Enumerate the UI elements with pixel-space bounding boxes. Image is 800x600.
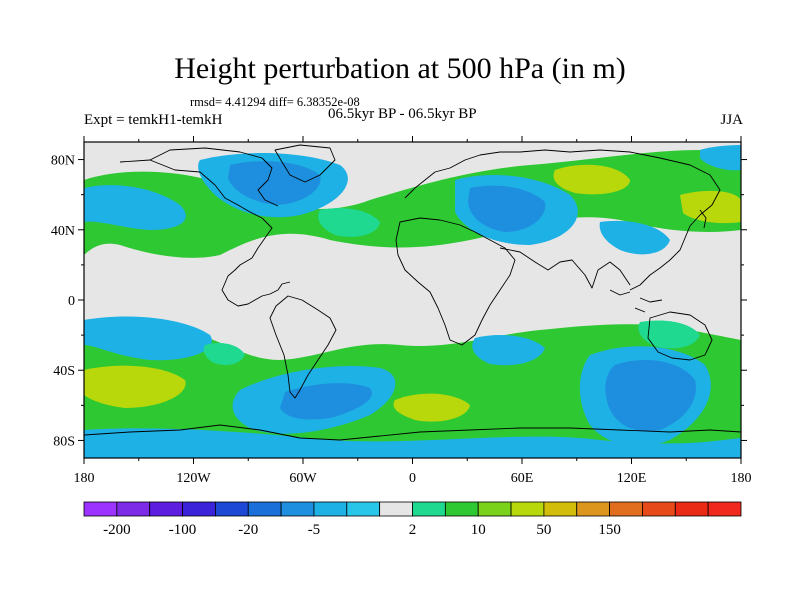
map-area [84, 142, 741, 458]
contour-lightblue-antarctic [84, 428, 741, 458]
lat-tick-label: 80N [51, 154, 75, 169]
stats-line: rmsd= 4.41294 diff= 6.38352e-08 [190, 95, 360, 109]
coastline-africa [395, 217, 516, 346]
period-label: 06.5kyr BP - 06.5kyr BP [328, 106, 477, 122]
colorbar: -200 -100 -20 -5 2 10 50 150 [83, 501, 742, 538]
contour-yellow-asia [553, 164, 630, 195]
contour-yellow-sh-indian [393, 393, 470, 422]
colorbar-swatch [379, 501, 413, 517]
lon-tick-label: 120E [617, 471, 647, 486]
colorbar-swatch [444, 501, 479, 517]
colorbar-label: 50 [536, 522, 551, 538]
colorbar-swatch [346, 501, 381, 517]
colorbar-label: -200 [103, 522, 131, 538]
coastline-north-america-north [149, 147, 279, 207]
colorbar-swatch [412, 501, 446, 517]
coastline-arabia-india [499, 247, 631, 289]
contour-midblue-sh-indian [605, 360, 696, 432]
lon-tick-label: 60E [511, 471, 534, 486]
coastline-japan [699, 209, 707, 229]
contour-lightblue-sh-africa [472, 335, 545, 366]
contour-midblue-eu [468, 185, 546, 232]
colorbar-swatch [674, 501, 709, 517]
coastline-europe [404, 149, 721, 291]
colorbar-swatch [510, 501, 545, 517]
contour-teal-atlantic [318, 208, 380, 237]
lat-tick-label: 40S [53, 364, 75, 379]
contour-lightblue-nh-band [84, 185, 186, 230]
contour-teal-sh-america [203, 343, 245, 366]
lon-tick-label: 60W [289, 471, 317, 486]
coastline-australia [647, 311, 713, 361]
colorbar-swatch [707, 501, 742, 517]
lat-tick-label: 80S [53, 434, 75, 449]
contour-midblue-sh-atlantic [280, 383, 372, 420]
colorbar-swatch [576, 501, 610, 517]
colorbar-swatch [477, 501, 512, 517]
colorbar-swatch [313, 501, 348, 517]
experiment-label: Expt = temkH1-temkH [84, 112, 223, 128]
colorbar-label: -5 [308, 522, 321, 538]
latitude-axis: 80N 40N 0 40S 80S [51, 154, 747, 449]
colorbar-label: 150 [598, 522, 621, 538]
contour-yellow-sh-pacific [84, 365, 186, 408]
coastline-south-america [269, 295, 337, 399]
colorbar-label: 10 [471, 522, 486, 538]
colorbar-swatch [642, 501, 676, 517]
colorbar-swatch [247, 501, 282, 517]
plot-title: Height perturbation at 500 hPa (in m) [174, 52, 626, 85]
colorbar-swatch [280, 501, 315, 517]
lon-tick-label: 180 [731, 471, 752, 486]
lat-tick-label: 0 [68, 294, 75, 309]
colorbar-swatch [182, 501, 216, 517]
coastline-antarctica [84, 424, 741, 441]
season-label: JJA [720, 112, 743, 128]
colorbar-swatch [214, 501, 249, 517]
contour-lightblue-nepacific [599, 220, 670, 255]
longitude-axis: 180 120W 60W 0 60E 120E 180 [74, 136, 752, 486]
coastline-north-america [119, 159, 291, 307]
lon-tick-label: 0 [409, 471, 416, 486]
contour-teal-australia [638, 320, 700, 349]
coastlines [84, 144, 741, 441]
lat-tick-label: 40N [51, 224, 75, 239]
contour-lightblue-arctic [700, 145, 741, 171]
contour-fill [84, 145, 741, 458]
lon-tick-label: 120W [176, 471, 211, 486]
lon-tick-label: 180 [74, 471, 95, 486]
coastline-islands-se-asia [609, 289, 663, 313]
colorbar-swatch [609, 501, 643, 517]
colorbar-swatch [116, 501, 151, 517]
colorbar-swatch [149, 501, 183, 517]
coastline-greenland [274, 144, 336, 183]
contour-yellow-pacific [680, 190, 741, 224]
contour-midblue-na [228, 161, 321, 205]
colorbar-swatch [543, 501, 578, 517]
contour-lightblue-sh-pacific [84, 316, 212, 361]
colorbar-label: -100 [169, 522, 197, 538]
colorbar-swatch [83, 501, 118, 517]
colorbar-label: 2 [409, 522, 417, 538]
colorbar-label: -20 [238, 522, 258, 538]
